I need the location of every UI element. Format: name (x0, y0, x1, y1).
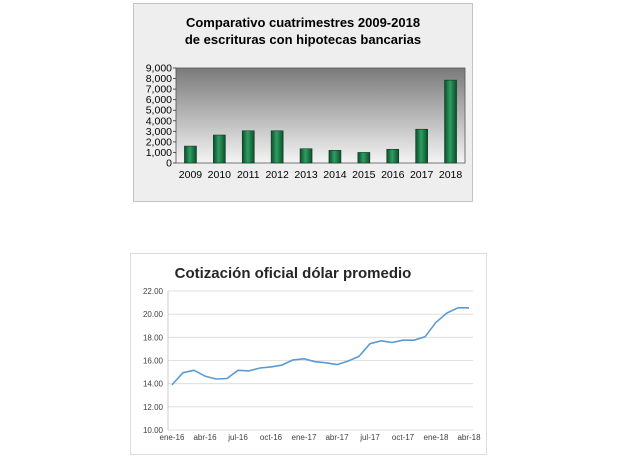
bar-2013 (299, 148, 313, 164)
y-tick-label: 1,000 (146, 147, 172, 159)
x-tick-label: 2017 (410, 169, 434, 181)
bar-chart-svg: Comparativo cuatrimestres 2009-2018 de e… (146, 15, 466, 182)
bar-2015 (357, 152, 371, 164)
x-tick-label: ene-18 (424, 433, 449, 442)
bar-chart-marks: 01,0002,0003,0004,0005,0006,0007,0008,00… (146, 63, 463, 182)
bar-2010 (213, 134, 226, 164)
y-tick-label: 7,000 (146, 84, 172, 96)
x-tick-label: 2009 (179, 169, 203, 181)
chart-title-line2: de escrituras con hipotecas bancarias (185, 32, 421, 47)
x-tick-label: 2012 (265, 169, 289, 181)
bar-chart-escrituras: Comparativo cuatrimestres 2009-2018 de e… (133, 3, 473, 202)
y-tick-label: 4,000 (146, 115, 172, 127)
y-tick-label: 3,000 (146, 126, 172, 138)
chart-title: Cotización oficial dólar promedio (175, 265, 412, 282)
x-tick-label: jul-17 (359, 433, 380, 442)
bar-2017 (415, 128, 428, 164)
x-tick-label: abr-17 (325, 433, 349, 442)
y-tick-label: 14.00 (143, 380, 164, 389)
x-tick-label: 2010 (208, 169, 232, 181)
y-tick-label: 10.00 (143, 426, 164, 435)
bar-2018 (444, 79, 457, 164)
y-tick-label: 18.00 (143, 333, 164, 342)
x-tick-label: 2015 (352, 169, 376, 181)
y-tick-label: 16.00 (143, 357, 164, 366)
x-tick-label: 2011 (237, 169, 260, 181)
x-tick-label: 2018 (439, 169, 463, 181)
line-chart-marks: 10.00 12.00 14.00 16.00 18.00 20.00 22.00 ene-1… (143, 287, 481, 442)
x-tick-label: oct-17 (392, 433, 415, 442)
x-tick-label: oct-16 (260, 433, 283, 442)
series-line (171, 306, 469, 386)
x-tick-label: 2016 (381, 169, 405, 181)
line-chart-svg: Cotización oficial dólar promedio 10.001… (143, 265, 481, 442)
x-tick-label: ene-16 (160, 433, 185, 442)
bar-2009 (184, 145, 197, 164)
y-tick-label: 0 (166, 158, 172, 170)
line-chart-dolar: Cotización oficial dólar promedio 10.00 1… (130, 253, 487, 455)
y-tick-label: 8,000 (146, 73, 172, 85)
y-tick-label: 5,000 (146, 105, 172, 117)
y-tick-label: 9,000 (146, 63, 172, 75)
bar-2014 (328, 150, 342, 164)
bar-2012 (270, 130, 284, 164)
y-tick-label: 22.00 (143, 287, 164, 296)
x-tick-label: jul-16 (227, 433, 248, 442)
x-tick-label: 2013 (294, 169, 318, 181)
x-tick-label: ene-17 (292, 433, 317, 442)
chart-title-line1: Comparativo cuatrimestres 2009-2018 (186, 15, 420, 30)
y-tick-label: 20.00 (143, 310, 164, 319)
y-tick-label: 12.00 (143, 403, 164, 412)
y-tick-label: 6,000 (146, 94, 172, 106)
x-tick-label: abr-18 (457, 433, 481, 442)
y-tick-label: 2,000 (146, 136, 172, 148)
x-tick-label: abr-16 (193, 433, 217, 442)
x-tick-label: 2014 (323, 169, 347, 181)
bar-2016 (386, 148, 400, 164)
bar-2011 (241, 130, 255, 164)
